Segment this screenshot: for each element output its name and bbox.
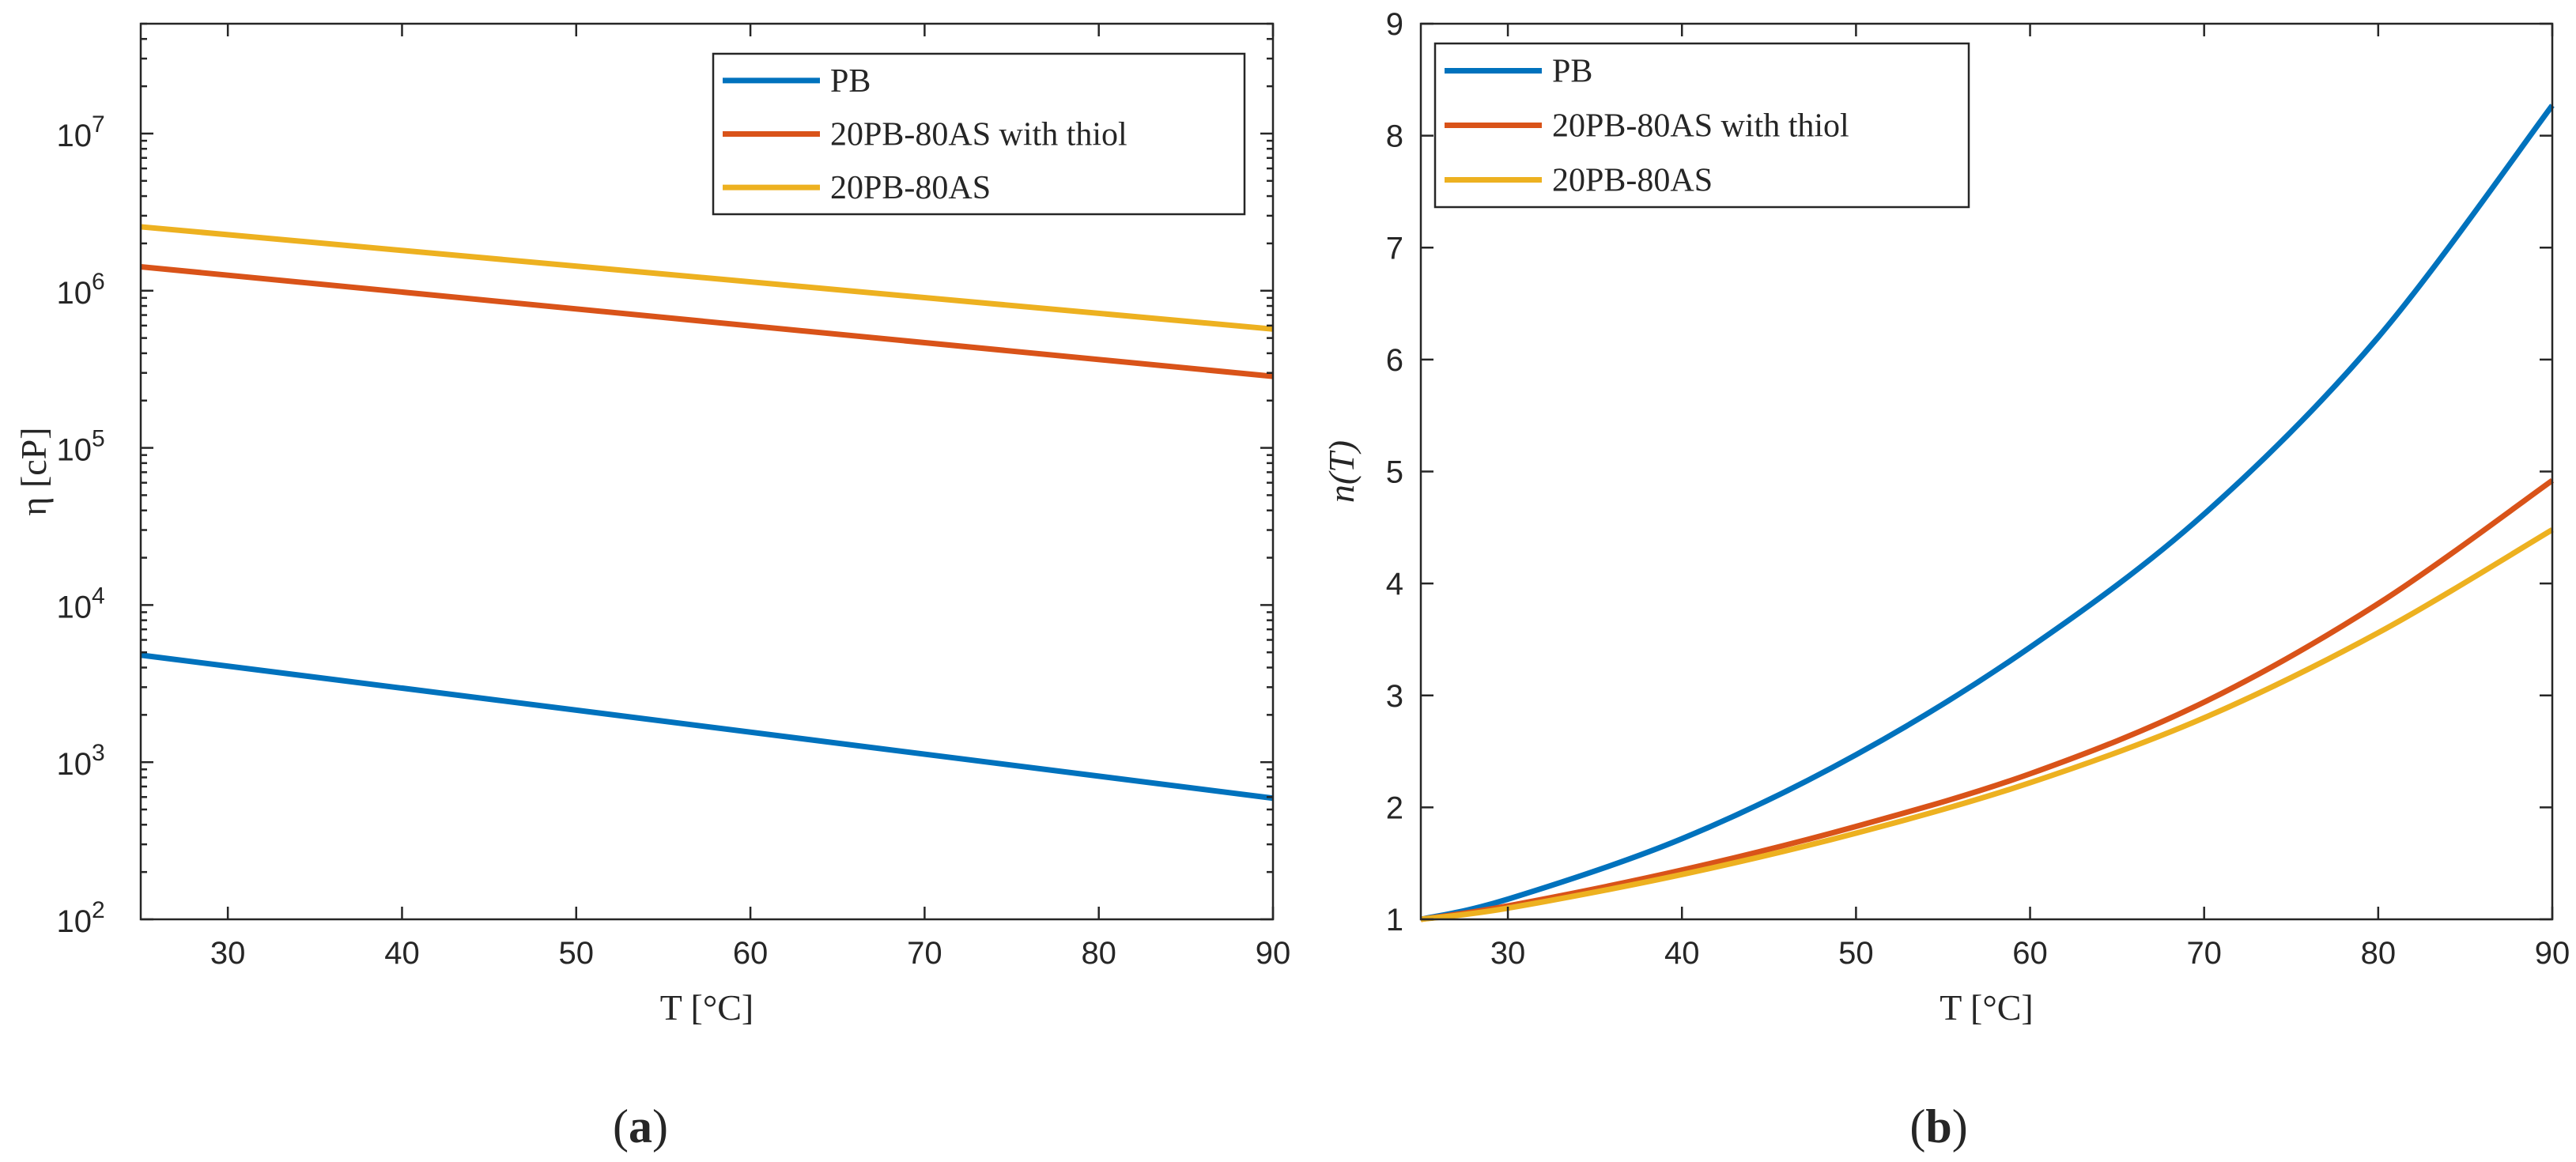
panel-b-label-open: ( bbox=[1909, 1100, 1925, 1153]
panel-a-y-tick-exponent: 2 bbox=[92, 897, 105, 923]
panel-a-series-line-2 bbox=[140, 224, 1274, 332]
panel-a-y-tick-label: 10 bbox=[57, 590, 93, 624]
panel-b-series-line-0 bbox=[1420, 104, 2555, 922]
panel-a-y-axis-label: η [cP] bbox=[13, 427, 54, 515]
panel-a-y-tick-exponent: 5 bbox=[92, 426, 105, 452]
panel-a-y-tick-label: 10 bbox=[57, 433, 93, 468]
panel-a-y-tick-exponent: 3 bbox=[92, 740, 105, 766]
panel-b-x-tick-label: 30 bbox=[1490, 936, 1526, 971]
panel-b-x-tick-label: 80 bbox=[2361, 936, 2397, 971]
panel-b-series-line-1 bbox=[1420, 477, 2555, 922]
panel-b-label-letter: b bbox=[1925, 1100, 1951, 1153]
panel-a-x-tick-label: 40 bbox=[384, 936, 420, 971]
panel-a-y-tick-label: 10 bbox=[57, 119, 93, 153]
panel-b-y-tick-label: 2 bbox=[1386, 790, 1403, 825]
panel-b-x-tick-label: 90 bbox=[2535, 936, 2570, 971]
panel-b-y-tick-label: 6 bbox=[1386, 343, 1403, 378]
panel-b-chart: 30 40 50 60 70 80 90 1 2 3 4 5 6 7 8 9 T [°C] n(T) PB 2… bbox=[1321, 7, 2570, 1153]
panel-b-y-tick-label: 8 bbox=[1386, 119, 1403, 154]
panel-b-y-tick-label: 5 bbox=[1386, 455, 1403, 490]
panel-a-y-tick-label: 10 bbox=[57, 276, 93, 311]
panel-a-label-close: ) bbox=[652, 1100, 668, 1153]
panel-a-series-line-1 bbox=[140, 264, 1274, 379]
panel-a-series bbox=[140, 224, 1274, 802]
panel-a-label: (a) bbox=[613, 1100, 668, 1153]
panel-b-series-line-2 bbox=[1420, 527, 2554, 922]
panel-a-x-tick-label: 80 bbox=[1081, 936, 1116, 971]
panel-a-x-tick-label: 50 bbox=[559, 936, 595, 971]
panel-b-x-ticks: 30 40 50 60 70 80 90 bbox=[1490, 24, 2570, 971]
panel-a-y-tick-exponent: 6 bbox=[92, 269, 105, 295]
panel-a-series-line-0 bbox=[140, 652, 1274, 802]
panel-a-x-axis-label: T [°C] bbox=[660, 987, 754, 1028]
panel-a-label-open: ( bbox=[613, 1100, 629, 1153]
panel-a-y-tick-label: 10 bbox=[57, 904, 93, 939]
panel-a-label-letter: a bbox=[629, 1100, 652, 1153]
panel-b-label: (b) bbox=[1909, 1100, 1967, 1153]
panel-a-legend-label-1: 20PB-80AS with thiol bbox=[830, 117, 1127, 153]
panel-b-legend-label-2: 20PB-80AS bbox=[1552, 163, 1713, 199]
panel-b-series bbox=[1420, 104, 2555, 922]
panel-a-y-tick-exponent: 7 bbox=[92, 111, 105, 138]
panel-b-x-tick-label: 40 bbox=[1664, 936, 1700, 971]
panel-a-x-ticks: 30 40 50 60 70 80 90 bbox=[210, 24, 1290, 971]
panel-b-y-tick-label: 3 bbox=[1386, 679, 1403, 714]
panel-b-y-tick-label: 1 bbox=[1386, 903, 1403, 938]
panel-a-legend: PB 20PB-80AS with thiol 20PB-80AS bbox=[712, 52, 1246, 216]
panel-b-y-tick-label: 4 bbox=[1386, 567, 1403, 602]
panel-a-y-tick-exponent: 4 bbox=[92, 583, 105, 609]
panel-b-x-tick-label: 70 bbox=[2186, 936, 2222, 971]
panel-a-legend-label-0: PB bbox=[830, 63, 871, 100]
panel-b-y-tick-label: 9 bbox=[1386, 7, 1403, 42]
panel-a-x-tick-label: 70 bbox=[907, 936, 942, 971]
panel-a-x-tick-label: 60 bbox=[733, 936, 769, 971]
panel-b-y-ticks: 1 2 3 4 5 6 7 8 9 bbox=[1386, 7, 2552, 938]
panel-b-x-tick-label: 60 bbox=[2012, 936, 2048, 971]
panel-a-x-tick-label: 30 bbox=[210, 936, 246, 971]
panel-b-x-axis-label: T [°C] bbox=[1940, 987, 2033, 1028]
panel-b-y-axis-label: n(T) bbox=[1321, 440, 1362, 503]
panel-b-legend-label-1: 20PB-80AS with thiol bbox=[1552, 108, 1849, 145]
panel-b-legend-label-0: PB bbox=[1552, 54, 1592, 90]
panel-b-y-tick-label: 7 bbox=[1386, 231, 1403, 266]
panel-b-x-tick-label: 50 bbox=[1838, 936, 1874, 971]
panel-b-legend: PB 20PB-80AS with thiol 20PB-80AS bbox=[1433, 42, 1970, 209]
panel-a-x-tick-label: 90 bbox=[1256, 936, 1291, 971]
panel-b-label-close: ) bbox=[1952, 1100, 1968, 1153]
panel-a-y-tick-label: 10 bbox=[57, 747, 93, 782]
panel-a-legend-label-2: 20PB-80AS bbox=[830, 170, 991, 206]
